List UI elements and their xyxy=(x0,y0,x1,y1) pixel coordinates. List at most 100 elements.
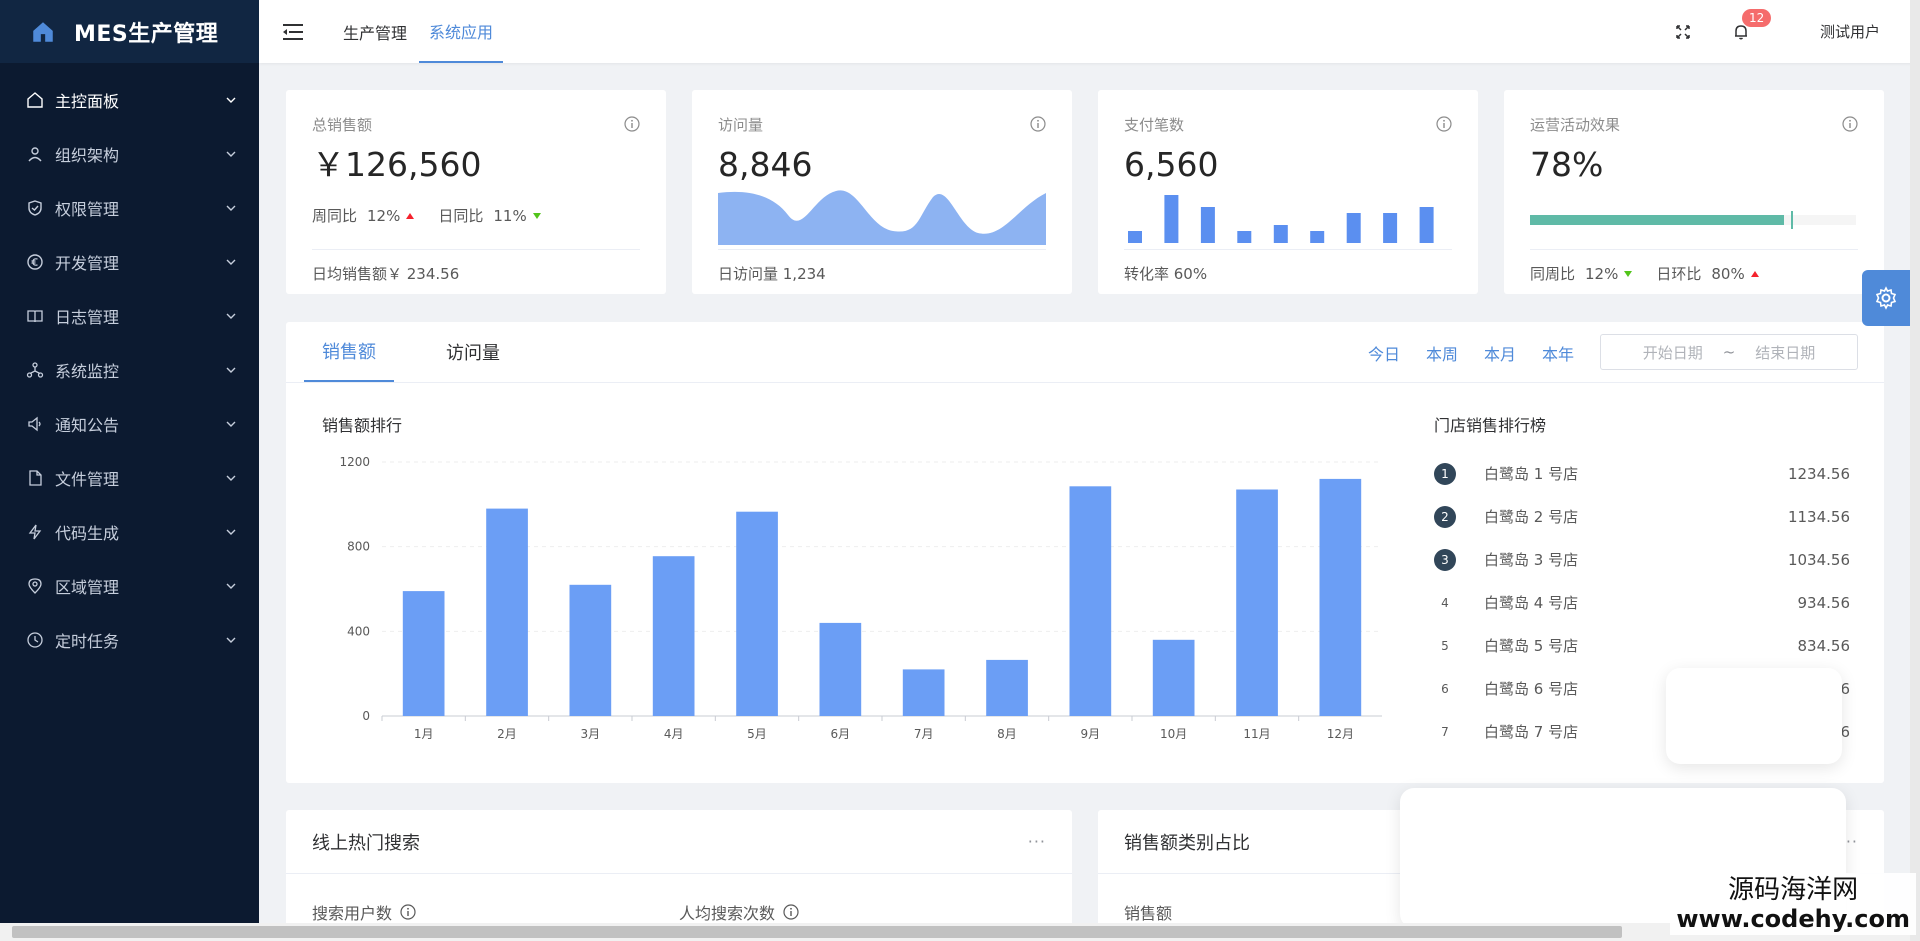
period-month[interactable]: 本月 xyxy=(1483,344,1516,364)
week-compare-label: 同周比 xyxy=(1530,265,1576,283)
range-end-input[interactable]: 结束日期 xyxy=(1755,343,1816,362)
caret-down-icon xyxy=(532,212,541,219)
date-range-picker[interactable]: 开始日期 ~ 结束日期 xyxy=(1600,334,1858,370)
vertical-scrollbar[interactable] xyxy=(1910,0,1920,941)
payment-bar xyxy=(1419,207,1434,243)
more-icon[interactable]: ··· xyxy=(1027,832,1046,851)
period-week[interactable]: 本周 xyxy=(1425,344,1458,364)
x-tick-label: 1月 xyxy=(414,727,434,741)
app-title: MES生产管理 xyxy=(74,21,219,47)
day-compare-label: 日环比 xyxy=(1656,265,1702,283)
ranking-row: 1 白鹭岛 1 号店 1234.56 xyxy=(1434,452,1850,495)
user-menu[interactable]: 测试用户 xyxy=(1819,23,1880,41)
info-icon[interactable] xyxy=(400,904,416,920)
gear-icon xyxy=(1875,286,1897,310)
sidebar-item-label: 代码生成 xyxy=(55,524,120,543)
logo[interactable]: MES生产管理 xyxy=(0,0,259,63)
stat-card-campaign: 运营活动效果 78% 同周比 12% 日环比 80% xyxy=(1504,90,1884,294)
more-icon[interactable]: ·· xyxy=(1845,832,1858,851)
info-icon[interactable] xyxy=(624,116,640,132)
sidebar: MES生产管理 主控面板 组织架构权限管理开发管理 日志管理系统监控通知公告 文件管理… xyxy=(0,0,259,941)
stat-title: 运营活动效果 xyxy=(1530,116,1621,134)
sidebar-item-label: 区域管理 xyxy=(55,578,120,597)
period-year[interactable]: 本年 xyxy=(1541,344,1574,364)
x-tick-label: 12月 xyxy=(1327,727,1354,741)
tab-visits[interactable]: 访问量 xyxy=(446,342,500,364)
stat-card-sales: 总销售额 ￥126,560 周同比 12% 日同比 11% 日均销售额￥ 234… xyxy=(286,90,666,294)
rank-number: 1 xyxy=(1434,462,1456,485)
scrollbar-thumb[interactable] xyxy=(12,926,1622,938)
sidebar-item[interactable]: 区域管理 xyxy=(0,559,259,613)
x-tick-label: 9月 xyxy=(1081,727,1101,741)
sales-bar[interactable] xyxy=(569,584,612,716)
sales-bar[interactable] xyxy=(652,556,695,716)
sidebar-item[interactable]: 日志管理 xyxy=(0,289,259,343)
sidebar-item[interactable]: 系统监控 xyxy=(0,343,259,397)
sales-bar[interactable] xyxy=(986,659,1028,716)
stat-footer: 转化率 60% xyxy=(1124,249,1452,284)
info-icon[interactable] xyxy=(1436,116,1452,132)
sales-bar[interactable] xyxy=(402,591,445,716)
sidebar-menu: 主控面板 组织架构权限管理开发管理 日志管理系统监控通知公告 文件管理代码生成区域管理… xyxy=(0,63,259,667)
sidebar-item-label: 定时任务 xyxy=(55,632,120,651)
sidebar-item[interactable]: 通知公告 xyxy=(0,397,259,451)
x-tick-label: 4月 xyxy=(664,727,684,741)
rank-number: 6 xyxy=(1441,681,1449,696)
header-tab-system-apps[interactable]: 系统应用 xyxy=(419,0,504,63)
rank-store-name: 白鹭岛 1 号店 xyxy=(1484,465,1579,483)
info-icon[interactable] xyxy=(1030,116,1046,132)
sidebar-item[interactable]: 开发管理 xyxy=(0,235,259,289)
x-tick-label: 8月 xyxy=(997,727,1017,741)
sidebar-item[interactable]: 权限管理 xyxy=(0,181,259,235)
horizontal-scrollbar[interactable] xyxy=(0,923,1910,941)
tab-sales[interactable]: 销售额 xyxy=(304,321,394,382)
hot-search-card: 线上热门搜索 ··· 搜索用户数 人均搜索次数 xyxy=(286,810,1072,941)
sales-bar[interactable] xyxy=(736,511,778,716)
stat-title: 访问量 xyxy=(718,116,764,134)
sales-bar[interactable] xyxy=(1236,489,1278,717)
sidebar-item[interactable]: 定时任务 xyxy=(0,613,259,667)
sales-bar[interactable] xyxy=(486,508,528,716)
sidebar-item-label: 权限管理 xyxy=(55,200,120,219)
search-users-label: 搜索用户数 xyxy=(312,904,393,923)
watermark-line2: www.codehy.com xyxy=(1676,905,1910,933)
header-tab-production[interactable]: 生产管理 xyxy=(343,23,408,43)
hot-search-title: 线上热门搜索 xyxy=(312,832,420,854)
caret-up-icon xyxy=(1750,270,1759,277)
sales-bar[interactable] xyxy=(1319,478,1362,716)
sidebar-item[interactable]: 主控面板 xyxy=(0,73,259,127)
stat-footer: 日均销售额￥ 234.56 xyxy=(312,249,640,284)
sidebar-item[interactable]: 代码生成 xyxy=(0,505,259,559)
chevron-down-icon xyxy=(226,637,236,643)
range-start-input[interactable]: 开始日期 xyxy=(1642,343,1703,362)
day-compare-label: 日同比 xyxy=(438,207,484,225)
sales-tabs: 销售额 访问量 今日 本周 本月 本年 开始日期 ~ 结束日期 xyxy=(286,322,1884,383)
sales-bar-chart: 0 400 800 1200 1月 2月 3月 4月 5月 6月 7月 8月 9月 10月 11月 12月 xyxy=(339,455,1382,741)
period-selector: 今日 本周 本月 本年 xyxy=(1342,322,1574,383)
info-icon[interactable] xyxy=(1842,116,1858,132)
stat-value: 8,846 xyxy=(718,145,813,184)
sidebar-item[interactable]: 文件管理 xyxy=(0,451,259,505)
sidebar-item[interactable]: 组织架构 xyxy=(0,127,259,181)
notification[interactable]: 12 xyxy=(1732,8,1772,41)
rank-number: 5 xyxy=(1441,638,1449,653)
payment-bar xyxy=(1273,225,1288,243)
rank-store-name: 白鹭岛 2 号店 xyxy=(1484,508,1579,526)
sales-bar[interactable] xyxy=(902,669,945,716)
rank-store-value: 934.56 xyxy=(1797,593,1851,612)
sales-bar[interactable] xyxy=(819,622,862,716)
payment-bar xyxy=(1128,231,1142,243)
file-icon xyxy=(29,470,42,486)
info-icon[interactable] xyxy=(783,904,799,920)
settings-button[interactable] xyxy=(1862,270,1910,326)
fullscreen-icon[interactable] xyxy=(1674,23,1692,41)
sidebar-item-label: 系统监控 xyxy=(55,362,120,381)
sales-bar[interactable] xyxy=(1069,486,1112,716)
day-compare-value: 80% xyxy=(1711,264,1745,283)
period-today[interactable]: 今日 xyxy=(1367,344,1400,364)
sales-bar[interactable] xyxy=(1152,639,1195,716)
stat-value: ￥126,560 xyxy=(312,145,482,184)
rank-number: 7 xyxy=(1441,724,1449,739)
menu-fold-icon[interactable] xyxy=(281,22,305,42)
stat-value: 78% xyxy=(1530,145,1604,184)
